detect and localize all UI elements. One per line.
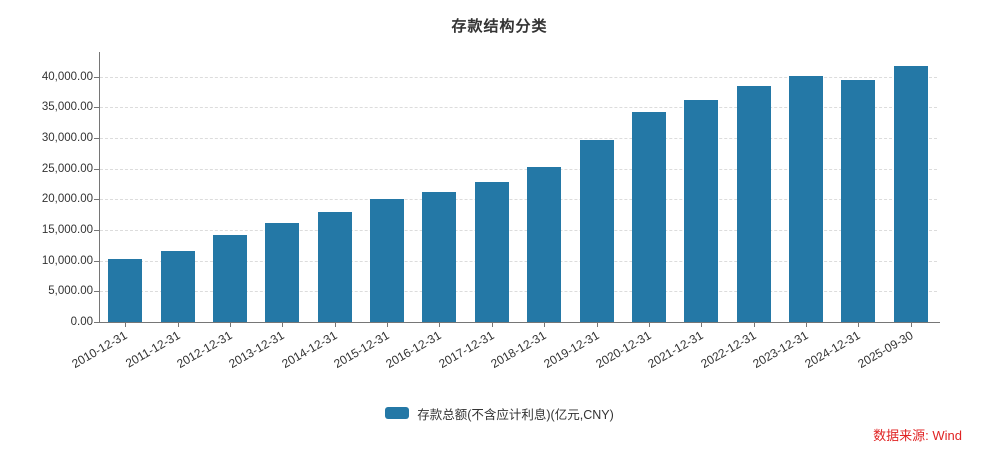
x-axis-label: 2012-12-31 [174, 328, 235, 371]
gridline-30000 [100, 137, 937, 139]
x-tick-2015-12-31 [387, 323, 389, 327]
y-axis-label: 0.00 [70, 316, 93, 328]
x-axis-label: 2018-12-31 [488, 328, 549, 371]
x-axis-label: 2022-12-31 [698, 328, 759, 371]
x-axis-label: 2016-12-31 [383, 328, 444, 371]
bar-2014-12-31 [317, 212, 352, 322]
x-axis-label: 2010-12-31 [69, 328, 130, 371]
bar-2024-12-31 [841, 79, 876, 322]
y-tick-5000 [94, 291, 99, 293]
x-axis-label: 2023-12-31 [750, 328, 811, 371]
x-tick-2023-12-31 [806, 323, 808, 327]
bar-2010-12-31 [108, 259, 143, 322]
bar-2015-12-31 [370, 199, 405, 322]
y-axis-label: 35,000.00 [41, 101, 93, 114]
gridline-35000 [100, 107, 937, 109]
bar-2019-12-31 [579, 139, 614, 322]
x-tick-2025-09-30 [910, 323, 912, 327]
y-tick-40000 [94, 76, 99, 78]
x-tick-2012-12-31 [229, 323, 231, 327]
bar-2020-12-31 [631, 111, 666, 322]
legend-item-deposits[interactable]: 存款总额(不含应计利息)(亿元,CNY) [0, 404, 999, 422]
bar-2018-12-31 [527, 166, 562, 322]
y-axis-label: 25,000.00 [41, 162, 93, 175]
gridline-15000 [100, 229, 937, 231]
bar-2016-12-31 [422, 191, 457, 322]
x-tick-2017-12-31 [491, 323, 493, 327]
bar-2013-12-31 [265, 223, 300, 322]
y-tick-15000 [94, 229, 99, 231]
x-tick-2013-12-31 [282, 323, 284, 327]
x-tick-2019-12-31 [596, 323, 598, 327]
x-axis-label: 2011-12-31 [122, 328, 183, 371]
bar-2025-09-30 [893, 66, 928, 322]
x-tick-2020-12-31 [648, 323, 650, 327]
x-axis-label: 2019-12-31 [540, 328, 602, 371]
x-tick-2024-12-31 [858, 323, 860, 327]
y-axis-label: 30,000.00 [41, 131, 93, 144]
y-tick-30000 [94, 137, 99, 139]
y-tick-35000 [94, 107, 99, 109]
x-axis-label: 2021-12-31 [645, 328, 706, 371]
x-tick-2022-12-31 [753, 323, 755, 327]
x-axis-label: 2013-12-31 [226, 328, 287, 371]
bar-2021-12-31 [684, 99, 719, 322]
x-tick-2021-12-31 [701, 323, 703, 327]
legend-label: 存款总额(不含应计利息)(亿元,CNY) [417, 407, 614, 422]
gridline-10000 [100, 260, 937, 262]
y-axis-label: 10,000.00 [41, 254, 93, 267]
gridline-5000 [100, 291, 937, 293]
x-axis-line [99, 322, 940, 323]
y-tick-25000 [94, 168, 99, 170]
y-tick-0 [94, 322, 99, 323]
bar-2023-12-31 [789, 75, 824, 322]
x-tick-2016-12-31 [439, 323, 441, 327]
y-tick-20000 [94, 199, 99, 201]
x-tick-2018-12-31 [544, 323, 546, 327]
bar-2011-12-31 [160, 250, 195, 322]
legend-marker [385, 407, 410, 419]
x-tick-2014-12-31 [334, 323, 336, 327]
data-source-label: 数据来源: Wind [873, 428, 962, 443]
gridline-40000 [100, 76, 937, 78]
gridline-20000 [100, 199, 937, 201]
y-axis-label: 20,000.00 [41, 193, 93, 206]
x-axis-label: 2014-12-31 [279, 328, 340, 371]
y-axis-label: 5,000.00 [48, 285, 93, 298]
x-axis-label: 2015-12-31 [331, 328, 392, 371]
x-tick-2011-12-31 [177, 323, 179, 327]
x-tick-2010-12-31 [125, 323, 127, 327]
y-axis-label: 15,000.00 [41, 223, 93, 236]
x-axis-label: 2025-09-30 [855, 328, 916, 371]
y-tick-10000 [94, 260, 99, 262]
x-axis-label: 2020-12-31 [593, 328, 654, 371]
chart-title: 存款结构分类 [451, 18, 548, 35]
bar-2012-12-31 [212, 234, 247, 322]
gridline-25000 [100, 168, 937, 170]
y-axis-label: 40,000.00 [41, 70, 93, 83]
bar-2022-12-31 [736, 86, 771, 322]
bar-2017-12-31 [474, 182, 509, 322]
x-axis-label: 2017-12-31 [436, 328, 497, 371]
x-axis-label: 2024-12-31 [802, 328, 863, 371]
plot-area: 0.00 5,000.00 10,000.00 15,000.00 20,000.00 2… [42, 52, 940, 371]
y-axis-line [99, 52, 100, 323]
